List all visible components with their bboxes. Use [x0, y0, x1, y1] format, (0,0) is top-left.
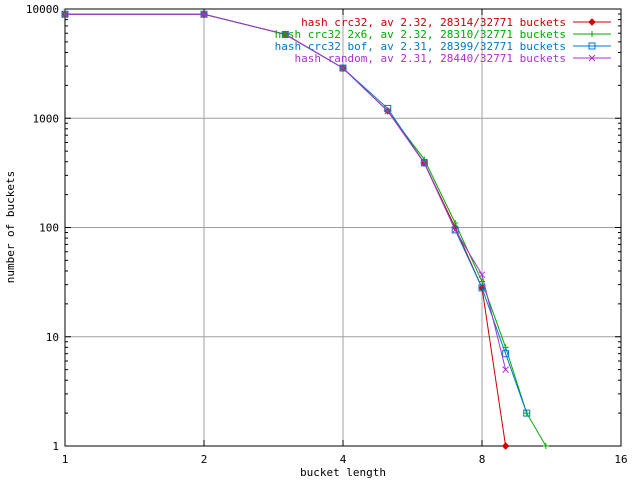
series-line	[65, 13, 507, 447]
data-point-marker	[523, 409, 531, 417]
legend-entry: hash crc32 2x6, av 2.32, 28310/32771 buc…	[275, 28, 611, 41]
series-lines	[61, 10, 549, 450]
x-tick-label: 16	[614, 453, 627, 466]
series-3	[61, 10, 531, 417]
data-point-marker	[339, 64, 347, 72]
legend-label: hash random, av 2.31, 28440/32771 bucket…	[294, 52, 566, 65]
data-point-marker	[281, 30, 289, 38]
data-point-marker	[281, 31, 289, 38]
x-tick-label: 1	[62, 453, 69, 466]
data-point-marker	[542, 443, 549, 449]
series-line	[65, 13, 547, 447]
grid-lines	[65, 9, 621, 446]
data-point-marker	[523, 410, 530, 417]
legend-label: hash crc32 bof, av 2.31, 28399/32771 buc…	[275, 40, 566, 53]
y-axis-label: number of buckets	[4, 171, 17, 284]
data-point-marker	[420, 159, 428, 167]
y-tick-label: 100	[39, 222, 59, 235]
series-line	[65, 13, 528, 414]
x-tick-label: 2	[201, 453, 208, 466]
data-point-marker	[420, 159, 428, 167]
data-point-marker	[452, 219, 459, 226]
series-line	[65, 13, 507, 370]
legend-label: hash crc32, av 2.32, 28314/32771 buckets	[301, 16, 566, 29]
data-point-marker	[451, 226, 459, 234]
data-point-marker	[339, 64, 347, 72]
data-point-marker	[501, 442, 510, 450]
axis-ticks: 1 2 4 8 16 1 10 100 1000 10000	[26, 3, 628, 466]
data-point-marker	[200, 10, 208, 18]
y-tick-label: 10000	[26, 3, 59, 16]
data-point-marker	[384, 107, 392, 115]
data-point-marker	[451, 226, 459, 234]
legend-entry: hash crc32, av 2.32, 28314/32771 buckets	[301, 16, 611, 29]
data-point-marker	[588, 18, 596, 26]
y-tick-label: 1	[52, 440, 59, 453]
x-tick-label: 4	[340, 453, 347, 466]
series-2	[62, 11, 549, 449]
x-axis-label: bucket length	[300, 466, 386, 479]
series-1	[61, 10, 510, 450]
series-4	[61, 10, 509, 373]
data-point-marker	[502, 366, 509, 373]
data-point-marker	[588, 54, 596, 62]
legend-entry: hash random, av 2.31, 28440/32771 bucket…	[294, 52, 611, 65]
legend-entry: hash crc32 bof, av 2.31, 28399/32771 buc…	[275, 40, 611, 53]
legend: hash crc32, av 2.32, 28314/32771 buckets…	[275, 16, 611, 65]
data-point-marker	[589, 31, 595, 37]
data-point-marker	[61, 10, 69, 18]
y-tick-label: 1000	[33, 112, 60, 125]
data-point-marker	[478, 271, 486, 279]
data-point-marker	[588, 42, 596, 50]
y-tick-label: 10	[46, 331, 59, 344]
x-tick-label: 8	[479, 453, 486, 466]
legend-label: hash crc32 2x6, av 2.32, 28310/32771 buc…	[275, 28, 566, 41]
data-point-marker	[502, 350, 510, 358]
